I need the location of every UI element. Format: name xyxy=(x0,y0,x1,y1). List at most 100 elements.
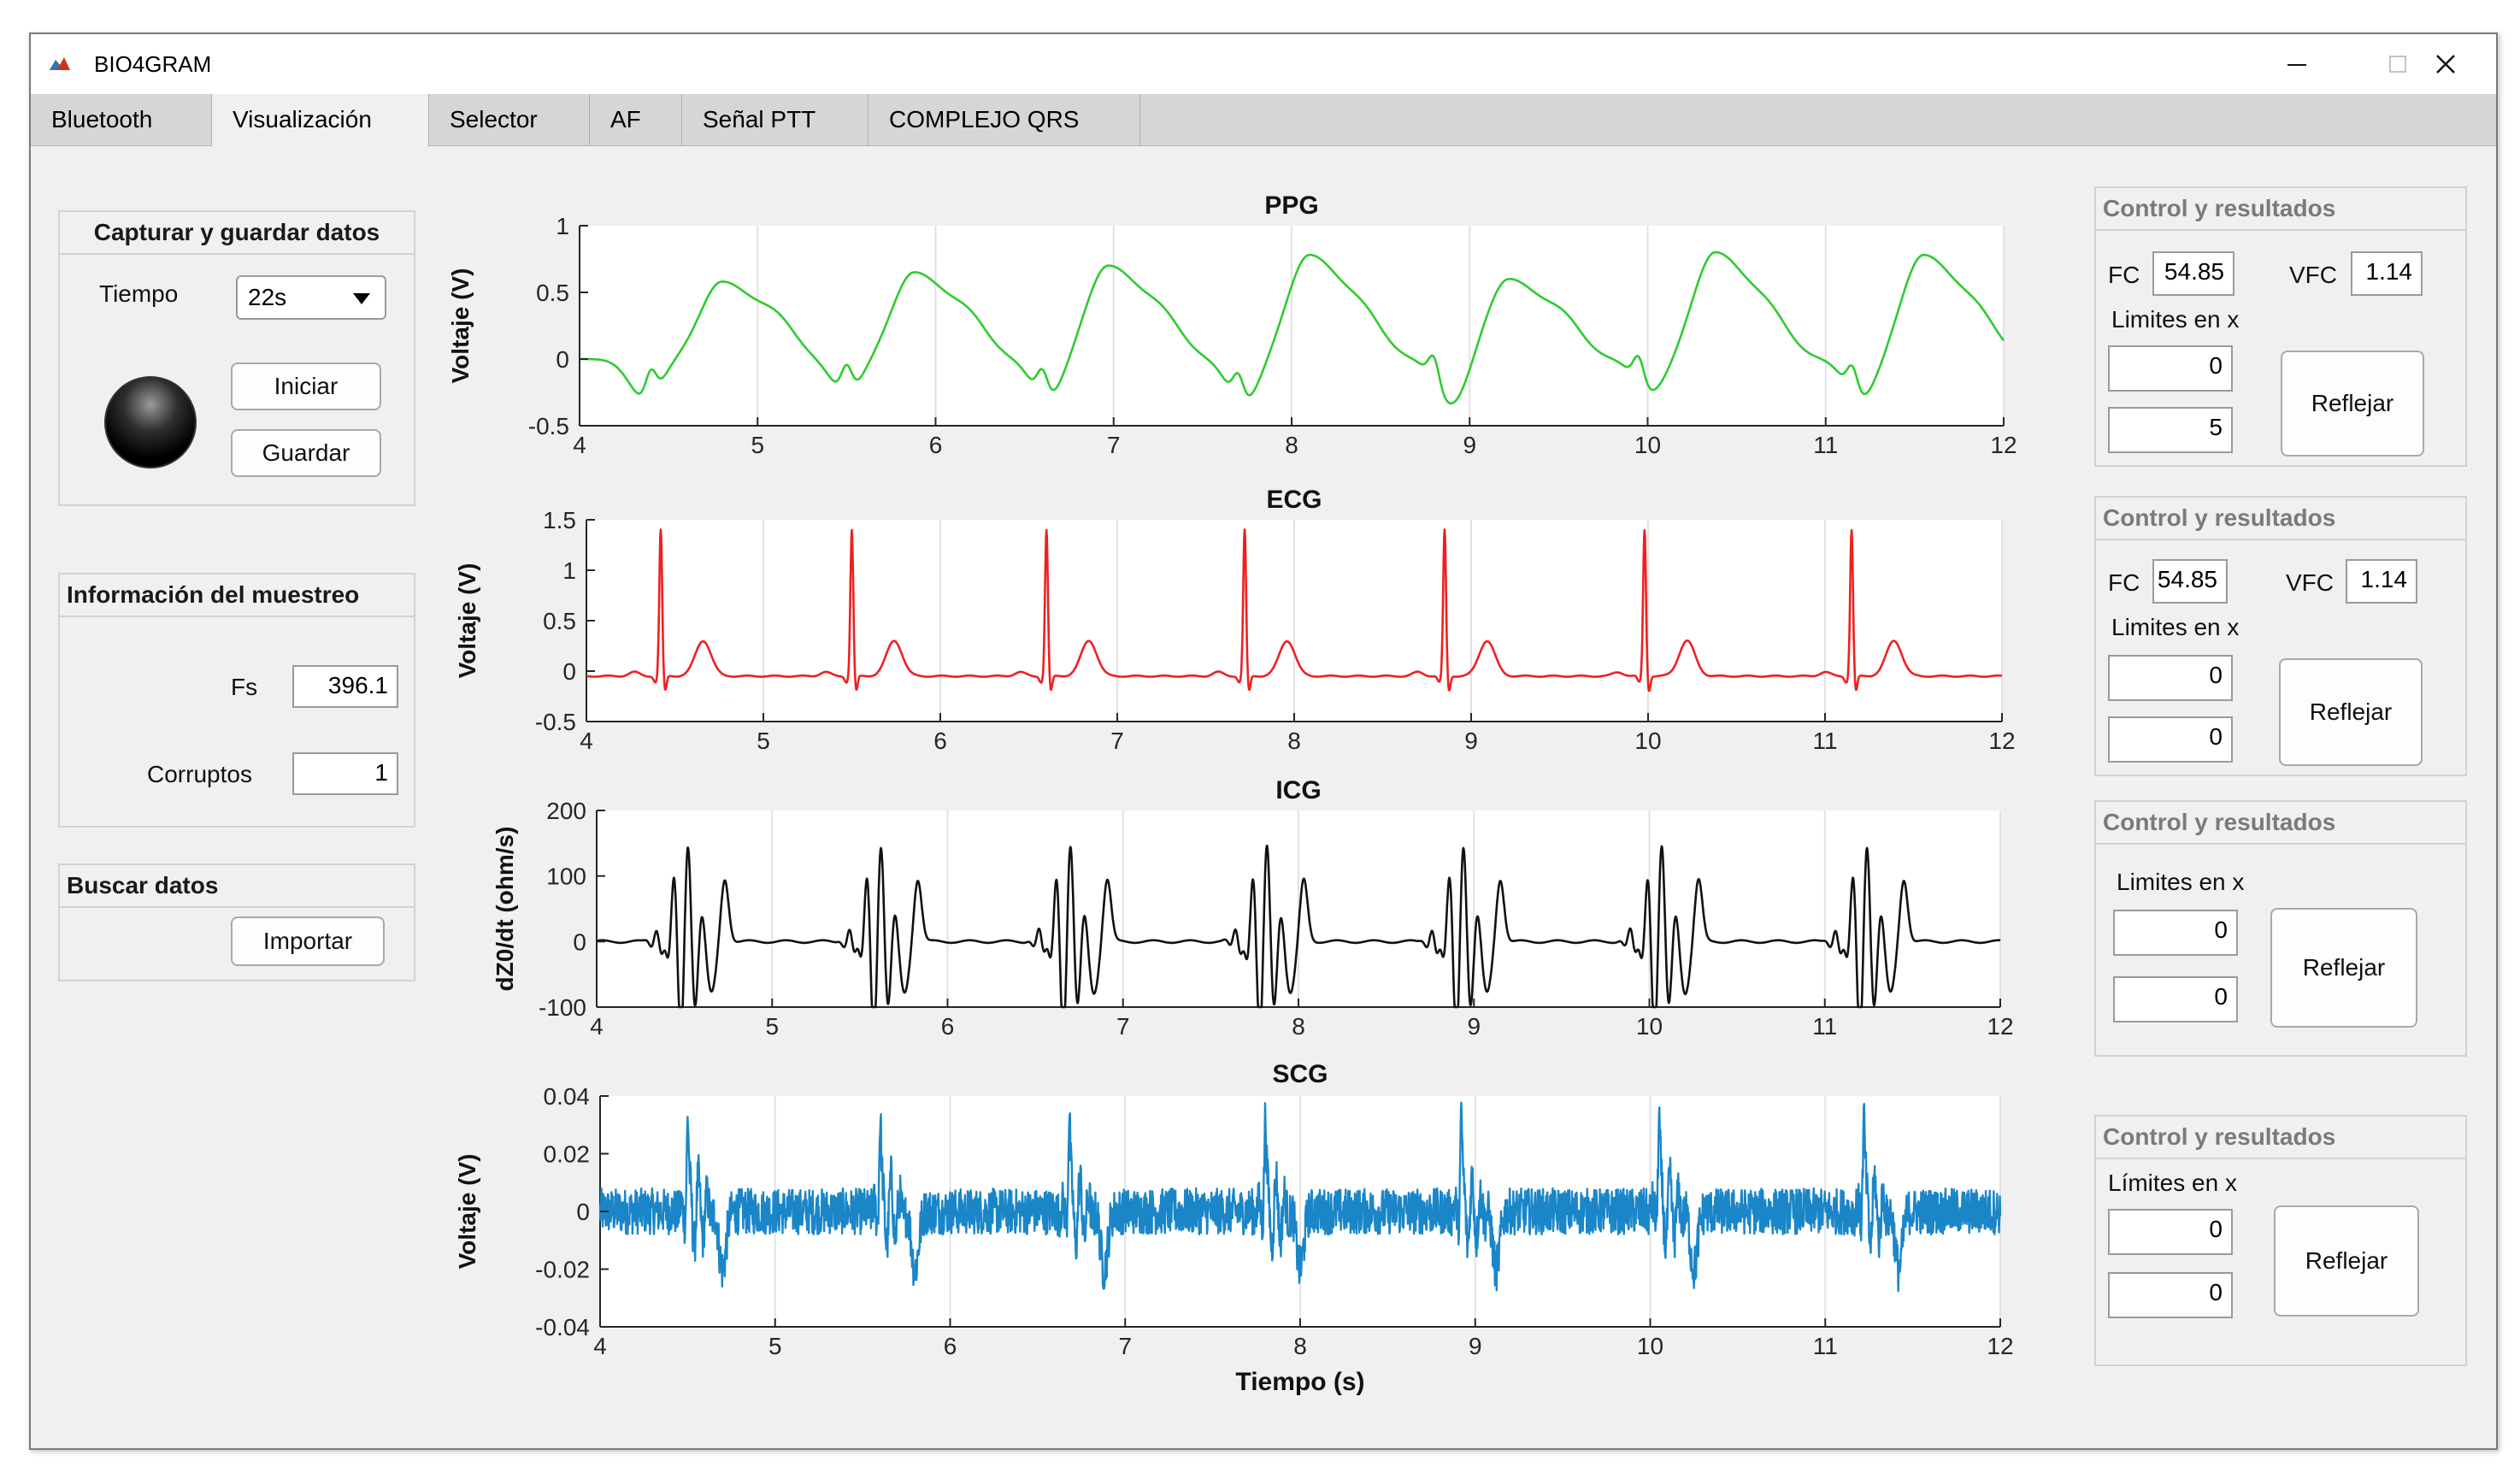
x-tick-label: 12 xyxy=(1988,728,2015,754)
x-tick-label: 11 xyxy=(1813,1333,1838,1359)
tab-af[interactable]: AF xyxy=(590,94,682,145)
minimize-icon xyxy=(2287,64,2306,66)
plot-title: ECG xyxy=(1266,486,1322,514)
plot-ppg: 4 5 6 7 8 9 10 11 12 1 0.5 0 -0.5 PPG Voltaje (V) xyxy=(447,192,2017,458)
vfc-label: VFC xyxy=(2286,569,2334,596)
x-tick-label: 4 xyxy=(580,728,593,754)
tab-senal-ptt[interactable]: Señal PTT xyxy=(682,94,868,145)
x-tick-label: 7 xyxy=(1110,728,1124,754)
maximize-icon xyxy=(2389,56,2406,73)
x-tick-label: 8 xyxy=(1287,728,1301,754)
tab-complejo-qrs[interactable]: COMPLEJO QRS xyxy=(868,94,1140,145)
x-tick-label: 5 xyxy=(768,1333,782,1359)
chevron-down-icon xyxy=(353,293,370,304)
x-tick-label: 5 xyxy=(751,432,764,458)
y-tick-label: 0.04 xyxy=(544,1083,591,1110)
control-panel-ecg: Control y resultados FC 54.85 VFC 1.14 L… xyxy=(2094,496,2467,776)
y-tick-label: -0.5 xyxy=(535,709,576,735)
time-label: Tiempo xyxy=(99,280,179,307)
y-tick-label: 0 xyxy=(556,346,569,373)
start-button[interactable]: Iniciar xyxy=(231,362,381,410)
fc-field[interactable]: 54.85 xyxy=(2152,559,2228,604)
control-panel-title: Control y resultados xyxy=(2096,188,2465,231)
y-axis-label: dZ0/dt (ohm/s) xyxy=(492,827,518,992)
title-bar: BIO4GRAM xyxy=(31,34,2496,94)
save-button[interactable]: Guardar xyxy=(231,429,381,477)
x-min-field[interactable]: 0 xyxy=(2108,655,2233,701)
vfc-field[interactable]: 1.14 xyxy=(2346,559,2417,604)
x-tick-label: 9 xyxy=(1463,432,1476,458)
signal-line xyxy=(598,1101,2002,1293)
y-tick-label: -100 xyxy=(539,994,586,1021)
x-tick-label: 11 xyxy=(1812,1013,1837,1040)
plot-title: SCG xyxy=(1272,1060,1328,1088)
x-max-field[interactable]: 0 xyxy=(2108,716,2233,763)
x-tick-label: 11 xyxy=(1813,432,1838,458)
x-axis-label: Tiempo (s) xyxy=(1235,1368,1364,1396)
maximize-button[interactable] xyxy=(2347,34,2448,94)
y-tick-label: 0.5 xyxy=(536,280,569,306)
control-panel-title: Control y resultados xyxy=(2096,498,2465,540)
y-tick-label: 1 xyxy=(562,557,576,584)
fs-field: 396.1 xyxy=(292,665,398,708)
tab-visualizacion[interactable]: Visualización xyxy=(212,94,429,147)
corrupt-label: Corruptos xyxy=(147,761,252,787)
time-dropdown[interactable]: 22s xyxy=(236,275,386,320)
sampling-panel-title: Información del muestreo xyxy=(60,575,414,617)
fc-field[interactable]: 54.85 xyxy=(2152,251,2234,296)
x-tick-label: 10 xyxy=(1634,728,1661,754)
x-tick-label: 7 xyxy=(1116,1013,1130,1040)
y-tick-label: 1 xyxy=(556,213,569,239)
reflect-button[interactable]: Reflejar xyxy=(2274,1205,2419,1317)
window-title: BIO4GRAM xyxy=(94,51,212,77)
close-icon xyxy=(2436,55,2455,74)
x-tick-label: 5 xyxy=(765,1013,779,1040)
x-tick-label: 8 xyxy=(1292,1013,1305,1040)
plot-title: PPG xyxy=(1264,192,1318,220)
tab-bar: Bluetooth Visualización Selector AF Seña… xyxy=(31,94,2496,147)
limits-label: Limites en x xyxy=(2117,869,2245,895)
x-max-field[interactable]: 0 xyxy=(2113,976,2238,1022)
control-panel-scg: Control y resultados Límites en x 0 0 Re… xyxy=(2094,1115,2467,1366)
x-tick-label: 9 xyxy=(1467,1013,1481,1040)
control-panel-title: Control y resultados xyxy=(2096,1117,2465,1159)
x-tick-label: 4 xyxy=(573,432,586,458)
fc-label: FC xyxy=(2108,569,2140,596)
reflect-button[interactable]: Reflejar xyxy=(2279,658,2423,766)
y-tick-label: 200 xyxy=(546,798,586,824)
x-min-field[interactable]: 0 xyxy=(2113,910,2238,956)
import-button[interactable]: Importar xyxy=(231,916,385,966)
close-button[interactable] xyxy=(2395,34,2496,94)
x-tick-label: 6 xyxy=(941,1013,955,1040)
x-tick-label: 6 xyxy=(944,1333,957,1359)
reflect-button[interactable]: Reflejar xyxy=(2281,351,2424,457)
x-tick-label: 12 xyxy=(1987,1333,2013,1359)
plot-icg: 4 5 6 7 8 9 10 11 12 200 100 0 -100 ICG dZ0/dt (ohm/s) xyxy=(492,776,2014,1040)
x-min-field[interactable]: 0 xyxy=(2108,345,2233,392)
minimize-button[interactable] xyxy=(2246,34,2347,94)
x-max-field[interactable]: 0 xyxy=(2108,1272,2233,1318)
fc-label: FC xyxy=(2108,262,2140,288)
x-max-field[interactable]: 5 xyxy=(2108,407,2233,453)
reflect-button[interactable]: Reflejar xyxy=(2270,908,2417,1028)
x-tick-label: 4 xyxy=(590,1013,604,1040)
x-min-field[interactable]: 0 xyxy=(2108,1209,2233,1255)
x-tick-label: 10 xyxy=(1637,1333,1663,1359)
control-panel-icg: Control y resultados Limites en x 0 0 Re… xyxy=(2094,800,2467,1057)
y-tick-label: -0.02 xyxy=(535,1257,590,1283)
tab-bluetooth[interactable]: Bluetooth xyxy=(31,94,212,145)
y-tick-label: -0.04 xyxy=(535,1314,590,1341)
y-axis-label: Voltaje (V) xyxy=(447,268,474,384)
tab-selector[interactable]: Selector xyxy=(429,94,590,145)
fs-label: Fs xyxy=(231,674,258,700)
x-tick-label: 8 xyxy=(1285,432,1298,458)
limits-label: Limites en x xyxy=(2111,614,2240,640)
vfc-label: VFC xyxy=(2289,262,2337,288)
vfc-field[interactable]: 1.14 xyxy=(2351,251,2423,296)
x-tick-label: 12 xyxy=(1990,432,2017,458)
matlab-app-icon xyxy=(50,57,70,70)
x-tick-label: 8 xyxy=(1293,1333,1307,1359)
capture-panel-title: Capturar y guardar datos xyxy=(60,212,414,255)
plot-scg: 4 5 6 7 8 9 10 11 12 0.04 0.02 0 -0.02 -0.04 SCG Voltaj… xyxy=(454,1060,2014,1396)
search-panel: Buscar datos Importar xyxy=(58,863,415,981)
